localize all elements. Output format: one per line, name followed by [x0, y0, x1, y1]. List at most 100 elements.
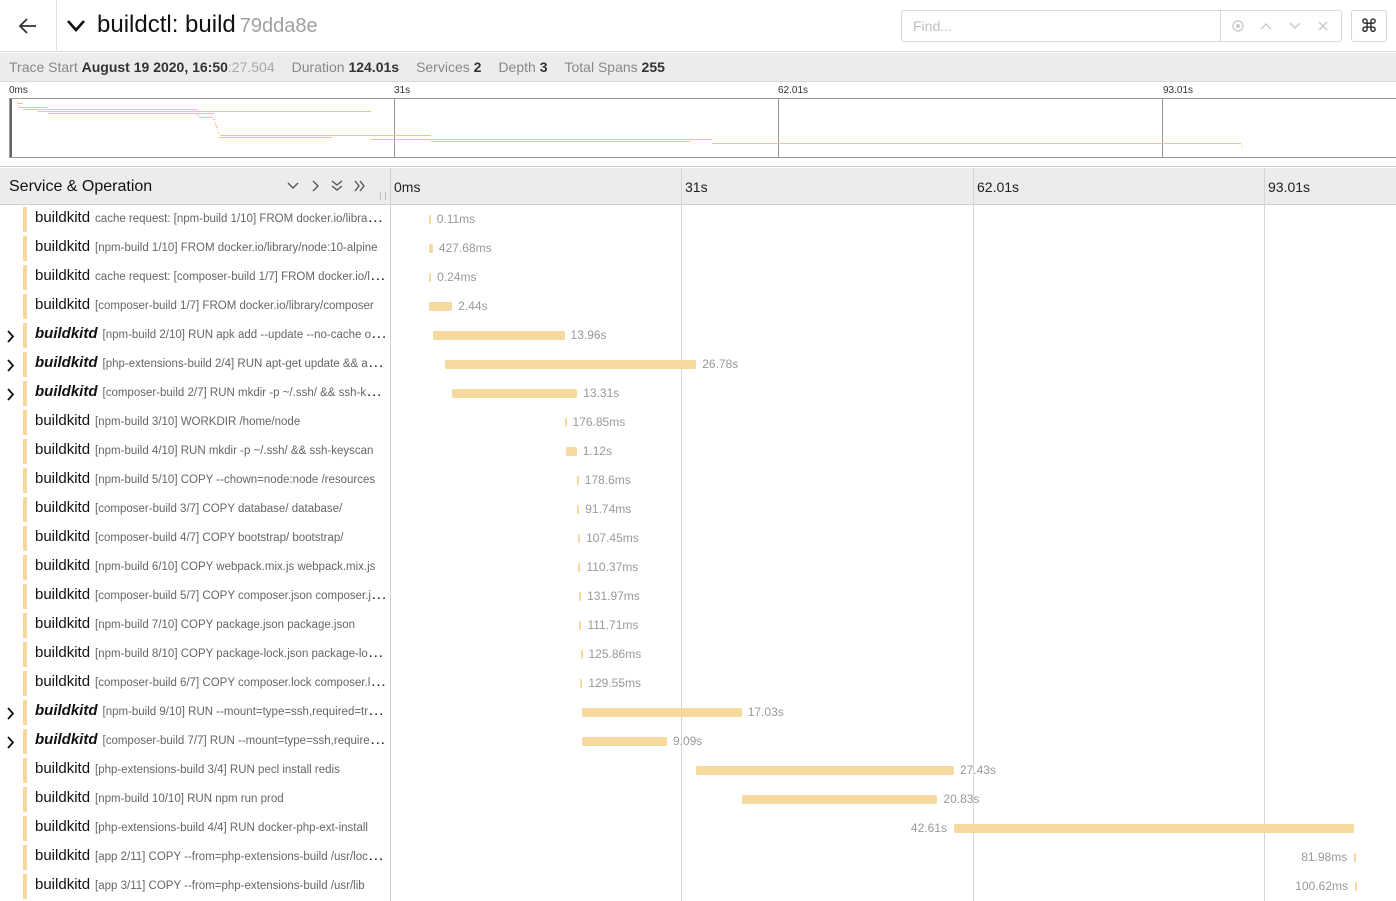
- locate-icon[interactable]: [1227, 15, 1249, 37]
- span-name-cell[interactable]: buildkitd [app 2/11] COPY --from=php-exte…: [0, 843, 390, 872]
- span-name-cell[interactable]: buildkitd [npm-build 8/10] COPY package-l…: [0, 640, 390, 669]
- span-row[interactable]: buildkitd [composer-build 2/7] RUN mkdir …: [0, 379, 1396, 408]
- span-bar[interactable]: [696, 766, 954, 775]
- span-bar[interactable]: [580, 679, 583, 688]
- span-row[interactable]: buildkitd [npm-build 8/10] COPY package-l…: [0, 640, 1396, 669]
- find-input[interactable]: [901, 10, 1221, 42]
- span-bar[interactable]: [579, 621, 582, 630]
- span-row[interactable]: buildkitd [composer-build 7/7] RUN --moun…: [0, 727, 1396, 756]
- span-label[interactable]: buildkitd [npm-build 7/10] COPY package.j…: [35, 615, 387, 633]
- span-bar[interactable]: [579, 592, 582, 601]
- span-name-cell[interactable]: buildkitd cache request: [npm-build 1/10]…: [0, 205, 390, 234]
- span-label[interactable]: buildkitd [npm-build 6/10] COPY webpack.m…: [35, 557, 387, 575]
- span-name-cell[interactable]: buildkitd [php-extensions-build 3/4] RUN …: [0, 756, 390, 785]
- span-label[interactable]: buildkitd [php-extensions-build 4/4] RUN …: [35, 818, 387, 836]
- span-label[interactable]: buildkitd [npm-build 4/10] RUN mkdir -p ~…: [35, 441, 387, 459]
- collapse-trace-toggle[interactable]: [64, 14, 88, 38]
- span-label[interactable]: buildkitd [npm-build 2/10] RUN apk add --…: [35, 325, 387, 343]
- span-label[interactable]: buildkitd [npm-build 3/10] WORKDIR /home/…: [35, 412, 387, 430]
- span-bar[interactable]: [444, 360, 697, 369]
- back-button[interactable]: [0, 0, 57, 52]
- span-bar[interactable]: [577, 505, 580, 514]
- chevron-right-icon[interactable]: [4, 734, 18, 750]
- span-label[interactable]: buildkitd [composer-build 4/7] COPY boots…: [35, 528, 387, 546]
- span-name-cell[interactable]: buildkitd [php-extensions-build 2/4] RUN …: [0, 350, 390, 379]
- chevron-right-icon[interactable]: [4, 328, 18, 344]
- span-row[interactable]: buildkitd cache request: [composer-build …: [0, 263, 1396, 292]
- span-row[interactable]: buildkitd [npm-build 5/10] COPY --chown=n…: [0, 466, 1396, 495]
- span-bar[interactable]: [1354, 882, 1357, 891]
- span-name-cell[interactable]: buildkitd [npm-build 4/10] RUN mkdir -p ~…: [0, 437, 390, 466]
- span-bar[interactable]: [566, 447, 577, 456]
- span-bar[interactable]: [953, 824, 1355, 833]
- span-bar[interactable]: [580, 650, 583, 659]
- span-row[interactable]: buildkitd [php-extensions-build 2/4] RUN …: [0, 350, 1396, 379]
- expand-one-button[interactable]: [307, 177, 325, 195]
- span-bar[interactable]: [452, 389, 578, 398]
- span-name-cell[interactable]: buildkitd [npm-build 2/10] RUN apk add --…: [0, 321, 390, 350]
- span-name-cell[interactable]: buildkitd [npm-build 6/10] COPY webpack.m…: [0, 553, 390, 582]
- span-label[interactable]: buildkitd [composer-build 3/7] COPY datab…: [35, 499, 387, 517]
- span-name-cell[interactable]: buildkitd [composer-build 4/7] COPY boots…: [0, 524, 390, 553]
- span-row[interactable]: buildkitd [app 3/11] COPY --from=php-exte…: [0, 872, 1396, 901]
- span-bar[interactable]: [581, 708, 742, 717]
- span-row[interactable]: buildkitd [npm-build 2/10] RUN apk add --…: [0, 321, 1396, 350]
- span-bar[interactable]: [1354, 853, 1357, 862]
- span-bar[interactable]: [741, 795, 938, 804]
- span-row[interactable]: buildkitd [php-extensions-build 3/4] RUN …: [0, 756, 1396, 785]
- chevron-up-icon[interactable]: [1255, 15, 1277, 37]
- chevron-right-icon[interactable]: [4, 357, 18, 373]
- span-bar[interactable]: [428, 215, 431, 224]
- close-icon[interactable]: [1312, 15, 1334, 37]
- span-label[interactable]: buildkitd [composer-build 7/7] RUN --moun…: [35, 731, 387, 749]
- span-row[interactable]: buildkitd cache request: [npm-build 1/10]…: [0, 205, 1396, 234]
- span-name-cell[interactable]: buildkitd [npm-build 3/10] WORKDIR /home/…: [0, 408, 390, 437]
- span-label[interactable]: buildkitd [php-extensions-build 3/4] RUN …: [35, 760, 387, 778]
- collapse-all-button[interactable]: [328, 177, 346, 195]
- span-row[interactable]: buildkitd [npm-build 7/10] COPY package.j…: [0, 611, 1396, 640]
- span-label[interactable]: buildkitd [composer-build 1/7] FROM docke…: [35, 296, 387, 314]
- span-name-cell[interactable]: buildkitd [composer-build 6/7] COPY compo…: [0, 669, 390, 698]
- span-row[interactable]: buildkitd [composer-build 6/7] COPY compo…: [0, 669, 1396, 698]
- span-label[interactable]: buildkitd [npm-build 10/10] RUN npm run p…: [35, 789, 387, 807]
- trace-minimap[interactable]: 0ms 31s 62.01s 93.01s: [0, 83, 1396, 167]
- span-row[interactable]: buildkitd [composer-build 5/7] COPY compo…: [0, 582, 1396, 611]
- span-label[interactable]: buildkitd [app 3/11] COPY --from=php-exte…: [35, 876, 387, 894]
- expand-all-button[interactable]: [351, 177, 369, 195]
- span-row[interactable]: buildkitd [php-extensions-build 4/4] RUN …: [0, 814, 1396, 843]
- span-label[interactable]: buildkitd cache request: [composer-build …: [35, 267, 387, 285]
- span-bar[interactable]: [429, 273, 432, 282]
- column-resizer[interactable]: [380, 192, 386, 200]
- span-bar[interactable]: [564, 418, 567, 427]
- span-label[interactable]: buildkitd [npm-build 8/10] COPY package-l…: [35, 644, 387, 662]
- span-label[interactable]: buildkitd [npm-build 1/10] FROM docker.io…: [35, 238, 387, 256]
- span-bar[interactable]: [581, 737, 667, 746]
- span-label[interactable]: buildkitd [composer-build 5/7] COPY compo…: [35, 586, 387, 604]
- minimap-canvas[interactable]: [9, 98, 1396, 158]
- span-label[interactable]: buildkitd [composer-build 2/7] RUN mkdir …: [35, 383, 387, 401]
- span-label[interactable]: buildkitd [app 2/11] COPY --from=php-exte…: [35, 847, 387, 865]
- chevron-down-icon[interactable]: [1284, 15, 1306, 37]
- span-row[interactable]: buildkitd [npm-build 6/10] COPY webpack.m…: [0, 553, 1396, 582]
- span-bar[interactable]: [429, 302, 453, 311]
- span-label[interactable]: buildkitd cache request: [npm-build 1/10]…: [35, 209, 387, 227]
- span-label[interactable]: buildkitd [php-extensions-build 2/4] RUN …: [35, 354, 387, 372]
- span-bar[interactable]: [578, 563, 581, 572]
- span-name-cell[interactable]: buildkitd [npm-build 10/10] RUN npm run p…: [0, 785, 390, 814]
- span-name-cell[interactable]: buildkitd [php-extensions-build 4/4] RUN …: [0, 814, 390, 843]
- keyboard-shortcuts-button[interactable]: ⌘: [1351, 10, 1387, 42]
- chevron-right-icon[interactable]: [4, 705, 18, 721]
- span-row[interactable]: buildkitd [npm-build 9/10] RUN --mount=ty…: [0, 698, 1396, 727]
- span-name-cell[interactable]: buildkitd [npm-build 9/10] RUN --mount=ty…: [0, 698, 390, 727]
- minimap-viewport-handle[interactable]: [10, 99, 12, 157]
- span-name-cell[interactable]: buildkitd [composer-build 2/7] RUN mkdir …: [0, 379, 390, 408]
- span-name-cell[interactable]: buildkitd [app 3/11] COPY --from=php-exte…: [0, 872, 390, 901]
- span-bar[interactable]: [433, 331, 565, 340]
- span-row[interactable]: buildkitd [npm-build 1/10] FROM docker.io…: [0, 234, 1396, 263]
- span-name-cell[interactable]: buildkitd [npm-build 7/10] COPY package.j…: [0, 611, 390, 640]
- span-name-cell[interactable]: buildkitd [composer-build 5/7] COPY compo…: [0, 582, 390, 611]
- chevron-right-icon[interactable]: [4, 386, 18, 402]
- span-label[interactable]: buildkitd [composer-build 6/7] COPY compo…: [35, 673, 387, 691]
- span-bar[interactable]: [576, 476, 579, 485]
- span-row[interactable]: buildkitd [app 2/11] COPY --from=php-exte…: [0, 843, 1396, 872]
